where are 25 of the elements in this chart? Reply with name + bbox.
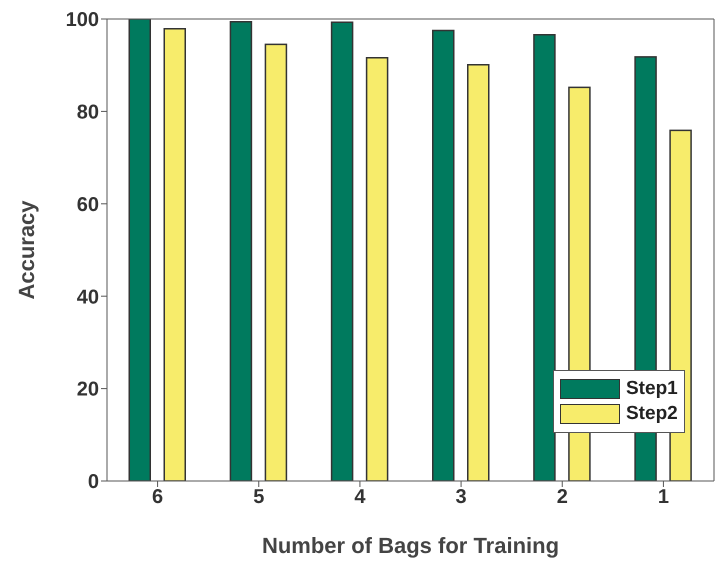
legend-label: Step1 bbox=[626, 378, 678, 400]
bar bbox=[128, 19, 152, 481]
bar bbox=[533, 34, 556, 481]
x-tick-label: 2 bbox=[556, 486, 568, 508]
y-tick-label: 80 bbox=[76, 102, 99, 124]
y-tick-label: 40 bbox=[76, 286, 99, 308]
y-tick-label: 60 bbox=[76, 194, 99, 216]
bar bbox=[264, 44, 288, 481]
x-tick-label: 6 bbox=[152, 486, 164, 508]
y-tick-label: 0 bbox=[88, 471, 99, 494]
y-axis-title: Accuracy bbox=[14, 200, 39, 300]
bar bbox=[230, 21, 252, 481]
legend-label: Step2 bbox=[626, 403, 678, 425]
bar bbox=[467, 64, 490, 481]
bar bbox=[330, 21, 354, 481]
bar bbox=[164, 28, 186, 481]
x-tick-label: 3 bbox=[456, 486, 467, 508]
x-tick-label: 4 bbox=[354, 486, 366, 508]
bar bbox=[432, 30, 455, 481]
x-tick-label: 5 bbox=[253, 486, 264, 508]
x-tick-label: 1 bbox=[658, 486, 669, 508]
bar bbox=[366, 57, 388, 481]
y-tick-label: 20 bbox=[76, 378, 99, 401]
x-axis-title: Number of Bags for Training bbox=[262, 533, 560, 558]
y-tick-label: 100 bbox=[66, 9, 99, 32]
